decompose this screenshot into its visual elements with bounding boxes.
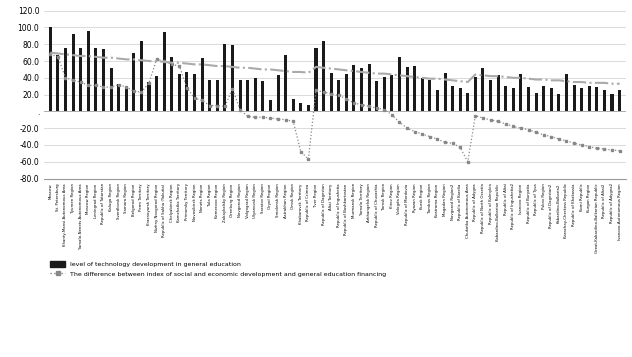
Bar (170, 57, 173, 111)
Bar (193, 74, 196, 111)
Bar (368, 64, 370, 111)
Bar (580, 88, 583, 111)
Bar (102, 49, 105, 111)
Bar (277, 75, 279, 111)
Bar (322, 41, 325, 111)
Bar (391, 75, 393, 111)
Bar (284, 55, 287, 111)
Bar (185, 72, 188, 111)
Bar (300, 103, 302, 111)
Bar (109, 68, 112, 111)
Bar (223, 44, 226, 111)
Bar (482, 68, 485, 111)
Bar (292, 99, 295, 111)
Bar (550, 88, 553, 111)
Bar (147, 82, 150, 111)
Bar (557, 94, 561, 111)
Bar (504, 86, 507, 111)
Bar (535, 93, 538, 111)
Bar (94, 49, 97, 111)
Bar (398, 57, 401, 111)
Bar (611, 94, 614, 111)
Bar (527, 87, 530, 111)
Bar (330, 73, 332, 111)
Bar (200, 58, 204, 111)
Bar (56, 55, 59, 111)
Bar (64, 49, 67, 111)
Bar (140, 41, 143, 111)
Bar (383, 77, 386, 111)
Bar (512, 88, 515, 111)
Bar (307, 105, 310, 111)
Legend: level of technology development in general education, The difference between ind: level of technology development in gener… (47, 258, 389, 280)
Bar (595, 87, 599, 111)
Bar (360, 68, 363, 111)
Bar (421, 78, 424, 111)
Bar (261, 81, 264, 111)
Bar (489, 80, 492, 111)
Bar (79, 49, 82, 111)
Bar (497, 75, 500, 111)
Bar (542, 86, 545, 111)
Bar (428, 80, 432, 111)
Bar (603, 90, 606, 111)
Bar (618, 90, 621, 111)
Bar (117, 84, 120, 111)
Bar (436, 90, 439, 111)
Bar (444, 73, 447, 111)
Bar (520, 74, 523, 111)
Bar (246, 80, 249, 111)
Bar (216, 80, 219, 111)
Bar (162, 32, 166, 111)
Bar (253, 78, 257, 111)
Bar (413, 66, 416, 111)
Bar (125, 86, 128, 111)
Bar (132, 53, 135, 111)
Bar (451, 86, 454, 111)
Bar (155, 76, 158, 111)
Bar (565, 74, 568, 111)
Bar (406, 67, 409, 111)
Bar (49, 27, 52, 111)
Bar (474, 77, 477, 111)
Bar (71, 34, 75, 111)
Bar (238, 80, 241, 111)
Bar (345, 74, 348, 111)
Bar (588, 86, 591, 111)
Bar (231, 45, 234, 111)
Bar (459, 88, 462, 111)
Bar (573, 85, 576, 111)
Bar (315, 49, 317, 111)
Bar (375, 81, 378, 111)
Bar (269, 100, 272, 111)
Bar (208, 80, 211, 111)
Bar (87, 31, 90, 111)
Bar (353, 65, 355, 111)
Bar (178, 74, 181, 111)
Bar (337, 80, 340, 111)
Bar (466, 93, 470, 111)
